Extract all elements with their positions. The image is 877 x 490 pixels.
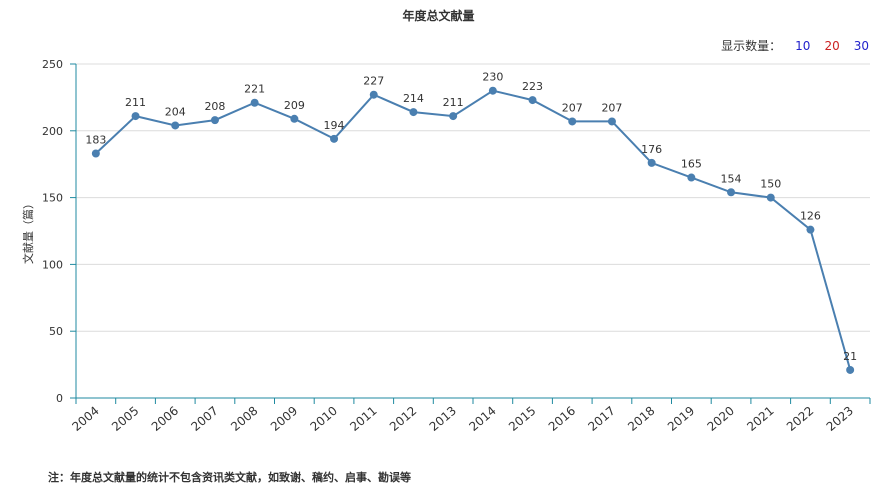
data-point[interactable] bbox=[528, 96, 537, 105]
data-label: 21 bbox=[843, 350, 857, 363]
data-label: 211 bbox=[125, 96, 146, 109]
data-point[interactable] bbox=[488, 86, 497, 95]
count-selector-label: 显示数量： bbox=[721, 39, 782, 53]
count-option-20[interactable]: 20 bbox=[824, 38, 840, 53]
data-label: 230 bbox=[482, 71, 503, 84]
x-tick-label: 2021 bbox=[744, 404, 776, 434]
x-tick-label: 2006 bbox=[149, 404, 181, 434]
data-point[interactable] bbox=[846, 365, 855, 374]
footnote: 注：年度总文献量的统计不包含资讯类文献，如致谢、稿约、启事、勘误等 bbox=[48, 471, 411, 484]
data-label: 176 bbox=[641, 143, 662, 156]
gridlines bbox=[76, 63, 870, 332]
series-line: 183 211 204 208 221 209 194 227 214 211 230 223 207 2… bbox=[85, 71, 857, 374]
x-tick-label: 2020 bbox=[705, 404, 737, 434]
data-label: 154 bbox=[721, 172, 742, 185]
data-label: 221 bbox=[244, 83, 265, 96]
data-point[interactable] bbox=[727, 188, 736, 197]
x-tick-label: 2018 bbox=[625, 404, 657, 434]
y-tick-label: 0 bbox=[56, 392, 63, 405]
count-option-30[interactable]: 30 bbox=[853, 38, 869, 53]
data-label: 183 bbox=[85, 134, 106, 147]
chart-title: 年度总文献量 bbox=[402, 9, 475, 23]
y-tick-label: 150 bbox=[42, 192, 63, 205]
data-point[interactable] bbox=[647, 158, 656, 167]
x-tick-label: 2019 bbox=[665, 404, 697, 434]
data-point[interactable] bbox=[568, 117, 577, 126]
data-point[interactable] bbox=[330, 134, 339, 143]
x-tick-label: 2011 bbox=[347, 404, 379, 434]
x-tick-label: 2015 bbox=[506, 404, 538, 434]
data-label: 207 bbox=[562, 101, 583, 114]
data-point[interactable] bbox=[91, 149, 100, 158]
data-label: 126 bbox=[800, 210, 821, 223]
data-point[interactable] bbox=[290, 114, 299, 123]
data-label: 223 bbox=[522, 80, 543, 93]
x-tick-label: 2023 bbox=[824, 404, 856, 434]
data-label: 211 bbox=[443, 96, 464, 109]
data-label: 227 bbox=[363, 75, 384, 88]
data-label: 165 bbox=[681, 158, 702, 171]
count-option-10[interactable]: 10 bbox=[795, 38, 811, 53]
count-selector: 显示数量： 10 20 30 bbox=[721, 37, 869, 54]
x-tick-label: 2008 bbox=[228, 404, 260, 434]
x-tick-label: 2013 bbox=[427, 404, 459, 434]
data-label: 209 bbox=[284, 99, 305, 112]
x-tick-label: 2010 bbox=[308, 404, 340, 434]
y-tick-label: 250 bbox=[42, 58, 63, 71]
x-tick-label: 2022 bbox=[784, 404, 816, 434]
x-tick-label: 2016 bbox=[546, 404, 578, 434]
data-label: 194 bbox=[324, 119, 345, 132]
x-tick-label: 2004 bbox=[69, 404, 101, 434]
data-point[interactable] bbox=[171, 121, 180, 130]
x-tick-label: 2009 bbox=[268, 404, 300, 434]
x-tick-label: 2005 bbox=[109, 404, 141, 434]
data-point[interactable] bbox=[766, 193, 775, 202]
data-point[interactable] bbox=[687, 173, 696, 182]
data-point[interactable] bbox=[250, 98, 259, 107]
data-point[interactable] bbox=[131, 112, 140, 121]
data-label: 150 bbox=[760, 178, 781, 191]
x-tick-label: 2012 bbox=[387, 404, 419, 434]
x-tick-label: 2007 bbox=[188, 404, 220, 434]
y-tick-label: 100 bbox=[42, 258, 63, 271]
data-point[interactable] bbox=[369, 90, 378, 99]
y-axis-label: 文献量（篇） bbox=[21, 198, 35, 264]
data-point[interactable] bbox=[607, 117, 616, 126]
data-label: 214 bbox=[403, 92, 424, 105]
series-polyline bbox=[95, 89, 852, 371]
x-tick-label: 2014 bbox=[466, 404, 498, 434]
data-label: 207 bbox=[601, 101, 622, 114]
data-point[interactable] bbox=[449, 112, 458, 121]
data-point[interactable] bbox=[806, 225, 815, 234]
y-tick-label: 50 bbox=[49, 325, 63, 338]
data-point[interactable] bbox=[409, 108, 418, 117]
y-tick-label: 200 bbox=[42, 125, 63, 138]
data-label: 208 bbox=[204, 100, 225, 113]
data-point[interactable] bbox=[210, 116, 219, 125]
x-tick-label: 2017 bbox=[585, 404, 617, 434]
data-label: 204 bbox=[165, 105, 186, 118]
